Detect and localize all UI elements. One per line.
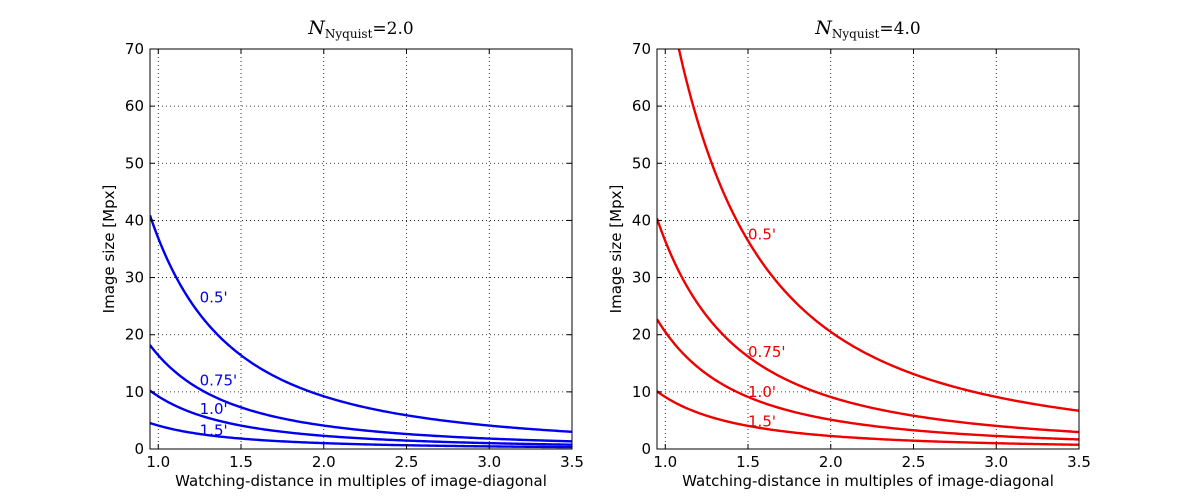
chart-1-xtick-label-5: 3.5 — [560, 453, 584, 471]
chart-2-series-3 — [657, 318, 1079, 441]
chart-2-ytick-label-5: 50 — [632, 154, 651, 172]
chart-1-title: NNyquist=2.0 — [307, 17, 413, 41]
chart-1-frame — [149, 48, 573, 450]
chart-2-series-label-2: 0.75' — [748, 343, 786, 361]
chart-1-ylabel: Image size [Mpx] — [100, 185, 118, 314]
chart-1-xtick-label-0: 1.0 — [146, 453, 170, 471]
chart-1-series-label-2: 0.75' — [200, 371, 238, 389]
chart-2-ytick-label-0: 0 — [641, 440, 651, 458]
chart-1-ytick-label-7: 70 — [125, 40, 144, 58]
chart-2-xtick-label-5: 3.5 — [1067, 453, 1091, 471]
chart-2-series-1 — [677, 49, 1079, 412]
chart-1-ytick-label-1: 10 — [125, 383, 144, 401]
chart-1-xlabel: Watching-distance in multiples of image-… — [175, 472, 547, 490]
chart-1-series-label-4: 1.5' — [200, 422, 228, 440]
chart-1-xtick-label-4: 3.0 — [477, 453, 501, 471]
chart-2-series-label-3: 1.0' — [748, 383, 776, 401]
chart-2-xtick-label-2: 2.0 — [819, 453, 843, 471]
chart-2-series-4 — [657, 390, 1079, 446]
chart-1-xtick-label-2: 2.0 — [312, 453, 336, 471]
chart-2-xtick-label-3: 2.5 — [902, 453, 926, 471]
chart-1-series-3 — [150, 389, 572, 446]
chart-2-ylabel: Image size [Mpx] — [607, 185, 625, 314]
chart-1-series-2 — [150, 344, 572, 443]
chart-2-ytick-label-1: 10 — [632, 383, 651, 401]
chart-1-xtick-label-3: 2.5 — [395, 453, 419, 471]
chart-2-ytick-label-3: 30 — [632, 269, 651, 287]
chart-2-series-2 — [657, 218, 1079, 434]
chart-2-series-label-4: 1.5' — [748, 413, 776, 431]
chart-2-ytick-label-6: 60 — [632, 97, 651, 115]
chart-1-xtick-label-1: 1.5 — [229, 453, 253, 471]
chart-2-xlabel: Watching-distance in multiples of image-… — [682, 472, 1054, 490]
chart-2-title: NNyquist=4.0 — [814, 17, 920, 41]
chart-2: 0.5' 0.75' 1.0' 1.5' 1.0 1.5 2.0 2.5 3.0 3.5 0 10 20… — [607, 17, 1091, 490]
chart-2-xtick-label-1: 1.5 — [736, 453, 760, 471]
chart-1-ytick-label-6: 60 — [125, 97, 144, 115]
chart-2-series-label-1: 0.5' — [748, 226, 776, 244]
chart-1-ytick-label-5: 50 — [125, 154, 144, 172]
chart-2-ytick-label-4: 40 — [632, 211, 651, 229]
chart-1-ytick-label-2: 20 — [125, 326, 144, 344]
chart-2-ytick-label-7: 70 — [632, 40, 651, 58]
chart-1-series-label-1: 0.5' — [200, 289, 228, 307]
chart-2-xtick-label-0: 1.0 — [653, 453, 677, 471]
chart-1-series-4 — [150, 421, 572, 449]
chart-2-ytick-label-2: 20 — [632, 326, 651, 344]
chart-2-frame — [656, 48, 1080, 450]
chart-2-xtick-label-4: 3.0 — [984, 453, 1008, 471]
chart-1-series-1 — [150, 214, 572, 433]
chart-1: 0.5' 0.75' 1.0' 1.5' 1.0 1.5 2.0 2.5 3.0 3.5 0 10 20… — [100, 17, 584, 490]
chart-1-ytick-label-0: 0 — [134, 440, 144, 458]
chart-1-series-label-3: 1.0' — [200, 400, 228, 418]
chart-1-ytick-label-4: 40 — [125, 211, 144, 229]
chart-1-ytick-label-3: 30 — [125, 269, 144, 287]
